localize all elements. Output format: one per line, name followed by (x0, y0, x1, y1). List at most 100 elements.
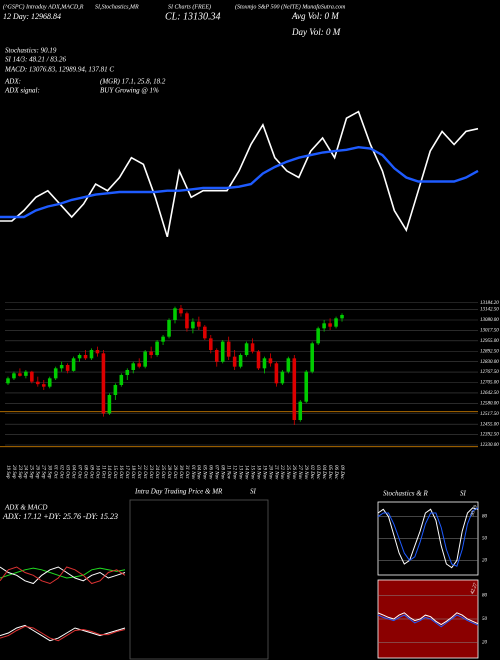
candle-body (149, 351, 153, 355)
header-text: (Stoxmjo S&P 500 (NeITE) MunafaSutra.com (235, 3, 346, 10)
y-tick-label: 20 (482, 641, 488, 646)
x-tick-label: 16 Oct (118, 465, 123, 479)
x-tick-label: 27 Sep (41, 465, 46, 479)
candle-body (65, 365, 70, 371)
x-tick-label: 30 Oct (178, 465, 183, 479)
y-tick-label: 12955.00 (480, 339, 499, 344)
candle-body (232, 356, 237, 367)
panel-title: SI (250, 488, 257, 496)
candle-body (89, 350, 94, 359)
candle-body (30, 371, 34, 382)
x-tick-label: 01 Oct (53, 465, 58, 479)
x-tick-label: 07 Nov (214, 465, 219, 480)
panel-title: ADX & MACD (4, 504, 47, 512)
candle-body (238, 355, 243, 367)
x-tick-label: 30 Sep (47, 465, 52, 479)
x-tick-label: 21 Nov (273, 465, 278, 480)
candle-body (203, 326, 207, 339)
x-tick-label: 12 Nov (232, 465, 237, 480)
x-tick-label: 27 Nov (297, 465, 302, 480)
header-text: SI 14/3: 48.21 / 83.26 (5, 56, 67, 64)
candle-body (71, 358, 76, 371)
header-text: SI,Stochastics,MR (95, 4, 139, 10)
x-tick-label: 18 Oct (130, 465, 135, 479)
candle-body (137, 363, 141, 367)
panel-subtitle: ADX: 17.12 +DY: 25.76 -DY: 15.23 (2, 512, 118, 521)
y-tick-label: 50 (482, 617, 488, 622)
y-tick-label: 12580.00 (480, 401, 499, 406)
candle-body (101, 353, 106, 414)
candle-body (12, 373, 16, 379)
candle-body (6, 378, 10, 384)
candle-body (18, 373, 22, 376)
candle-body (244, 343, 249, 355)
series-line (0, 625, 126, 642)
x-tick-label: 23 Sep (17, 465, 22, 479)
x-tick-label: 04 Nov (196, 465, 201, 480)
x-tick-label: 20 Sep (11, 465, 16, 479)
x-tick-label: 17 Oct (124, 465, 129, 479)
series-line (0, 110, 479, 238)
candle-body (304, 371, 309, 402)
x-tick-label: 25 Sep (29, 465, 34, 479)
panel-frame (129, 499, 269, 660)
candle-body (280, 371, 285, 384)
series-line (377, 507, 479, 569)
x-tick-label: 21 Oct (136, 465, 141, 479)
x-tick-label: 31 Oct (184, 465, 189, 479)
candle-body (340, 315, 344, 319)
x-tick-label: 14 Nov (243, 465, 248, 480)
candle-body (125, 370, 130, 375)
candle-body (59, 365, 64, 369)
candle-body (173, 308, 177, 320)
x-tick-label: 25 Oct (160, 465, 165, 479)
x-tick-label: 09 Dec (339, 465, 344, 480)
candle-body (95, 350, 100, 354)
candle-body (262, 358, 267, 369)
header-text: ADX signal: (4, 87, 40, 95)
x-tick-label: 23 Oct (148, 465, 153, 479)
candle-body (197, 321, 201, 327)
candle-body (209, 338, 213, 350)
candle-body (83, 355, 88, 359)
candle-body (214, 350, 219, 362)
x-tick-label: 29 Oct (172, 465, 177, 479)
x-tick-label: 26 Nov (291, 465, 296, 480)
candle-body (328, 323, 332, 327)
candle-body (161, 336, 165, 342)
panel-title: Stochastics & R (383, 490, 428, 498)
candle-body (256, 351, 261, 369)
y-tick-label: 12642.50 (480, 391, 499, 396)
x-tick-label: 05 Dec (327, 465, 332, 480)
x-tick-label: 11 Nov (226, 465, 231, 480)
panel-title: SI (460, 490, 467, 498)
candle-body (292, 358, 297, 420)
x-tick-label: 01 Nov (190, 465, 195, 480)
candle-body (310, 343, 314, 372)
candle-body (185, 313, 189, 329)
x-tick-label: 18 Nov (255, 465, 260, 480)
x-tick-label: 24 Oct (154, 465, 159, 479)
candle-body (155, 341, 159, 355)
y-tick-label: 13184.20 (480, 301, 499, 306)
x-tick-label: 02 Dec (309, 465, 314, 480)
x-tick-label: 25 Nov (285, 465, 290, 480)
x-tick-label: 20 Nov (267, 465, 272, 480)
candle-body (77, 355, 82, 359)
candle-body (47, 378, 52, 387)
y-tick-label: 12892.50 (480, 349, 499, 354)
y-tick-label: 13142.50 (480, 308, 499, 313)
x-tick-label: 08 Oct (82, 465, 87, 479)
candle-body (286, 358, 291, 372)
x-tick-label: 22 Oct (142, 465, 147, 479)
x-tick-label: 13 Nov (237, 465, 242, 480)
y-tick-label: 12767.50 (480, 370, 499, 375)
candle-body (36, 381, 40, 385)
x-tick-label: 24 Sep (23, 465, 28, 479)
x-tick-label: 15 Nov (249, 465, 254, 480)
series-line (0, 566, 126, 585)
header-text: Stochastics: 90.19 (5, 47, 57, 55)
candle-body (24, 371, 28, 376)
